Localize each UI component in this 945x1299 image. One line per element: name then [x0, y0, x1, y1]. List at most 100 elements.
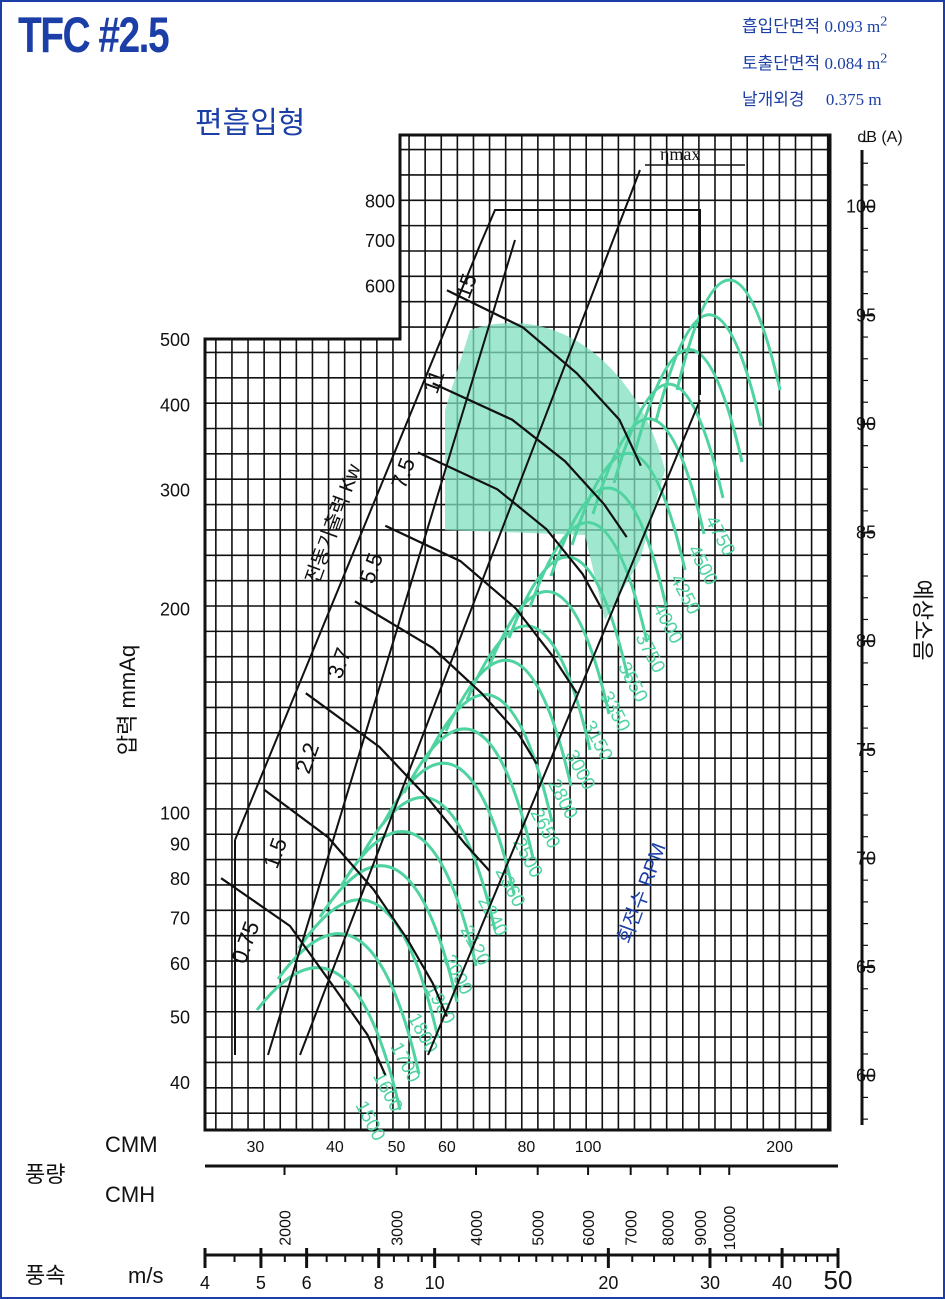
- kw-label: 11: [418, 367, 449, 397]
- db-tick-label: 100: [846, 197, 876, 217]
- rpm-curve: [318, 864, 459, 1003]
- rpm-curve: [339, 830, 478, 967]
- eff-guide-lower: [427, 399, 701, 1056]
- y-tick-label: 600: [365, 276, 395, 296]
- kw-label: 3.7: [322, 644, 356, 681]
- plot-outline: [203, 133, 832, 1132]
- efficiency-label: ηmax: [660, 144, 700, 164]
- y-tick-label: 60: [170, 954, 190, 974]
- x-tick-label: 200: [766, 1139, 793, 1156]
- y-tick-label: 500: [160, 330, 190, 350]
- chart-title: TFC #2.5: [18, 7, 170, 63]
- spec-outlet-area: 토출단면적 0.084 m2: [742, 49, 887, 74]
- rpm-curve: [612, 382, 725, 499]
- rpm-curve: [528, 521, 649, 643]
- x-tick-label: 50: [388, 1139, 406, 1156]
- velocity-tick-label: 30: [700, 1273, 720, 1293]
- cmh-tick-label: 7000: [624, 1210, 641, 1246]
- velocity-unit: m/s: [128, 1263, 163, 1288]
- x-tick-label: 30: [246, 1139, 264, 1156]
- y-tick-label: 100: [160, 804, 190, 824]
- rpm-curve: [423, 693, 554, 823]
- power-curve: [305, 692, 491, 872]
- rpm-axis-title: 회전수 RPM: [613, 840, 671, 947]
- kw-label: 15: [450, 270, 482, 302]
- power-curve: [446, 289, 642, 467]
- rpm-curve: [486, 589, 611, 715]
- db-axis-unit: dB (A): [857, 129, 902, 146]
- y-tick-label: 400: [160, 396, 190, 416]
- y-tick-label: 200: [160, 600, 190, 620]
- velocity-tick-label: 5: [256, 1273, 266, 1293]
- db-axis-title: 예상소음: [910, 580, 935, 661]
- power-curve: [432, 382, 628, 538]
- spec-inlet-label: 흡입단면적: [742, 17, 821, 36]
- y-axis-title: 압력 mmAq: [115, 645, 140, 755]
- y-tick-label: 80: [170, 869, 190, 889]
- spec-inlet-area: 흡입단면적 0.093 m2: [742, 12, 887, 37]
- rpm-curve: [255, 966, 402, 1111]
- cmm-label: CMM: [105, 1132, 158, 1157]
- rpm-curve: [297, 898, 440, 1039]
- spec-inlet-value: 0.093 m: [824, 17, 881, 36]
- rpm-curve: [402, 727, 535, 859]
- cmh-label: CMH: [105, 1182, 155, 1207]
- cmh-tick-label: 3000: [390, 1210, 407, 1246]
- spec-outlet-value: 0.084 m: [824, 54, 881, 73]
- power-curve: [263, 789, 448, 1017]
- velocity-tick-label: 50: [824, 1265, 853, 1295]
- rpm-curve: [465, 624, 592, 751]
- power-curve: [384, 524, 578, 694]
- spec-outlet-sup: 2: [880, 50, 888, 67]
- rpm-curve: [570, 451, 687, 571]
- cmh-tick-label: 10000: [722, 1206, 739, 1251]
- rpm-curve: [633, 348, 744, 463]
- spec-inlet-sup: 2: [880, 13, 888, 30]
- x-tick-label: 40: [326, 1139, 344, 1156]
- rpm-curve: [444, 658, 573, 787]
- power-curve: [354, 600, 538, 765]
- cmh-tick-label: 4000: [469, 1210, 486, 1246]
- x-tick-label: 60: [438, 1139, 456, 1156]
- spec-impeller-value: 0.375 m: [825, 90, 882, 109]
- velocity-tick-label: 10: [425, 1273, 445, 1293]
- velocity-tick-label: 4: [200, 1273, 210, 1293]
- rpm-curve: [549, 486, 668, 607]
- power-curve: [417, 451, 603, 610]
- y-tick-label: 700: [365, 231, 395, 251]
- rpm-curve: [675, 278, 782, 391]
- spec-impeller-diameter: 날개외경 0.375 m: [742, 85, 882, 110]
- rpm-curve: [507, 555, 630, 679]
- spec-impeller-label: 날개외경: [742, 90, 805, 109]
- y-tick-label: 70: [170, 909, 190, 929]
- rpm-curve: [591, 417, 706, 535]
- cmh-tick-label: 2000: [277, 1210, 294, 1246]
- velocity-tick-label: 8: [374, 1273, 384, 1293]
- power-curve: [220, 877, 387, 1076]
- spec-outlet-label: 토출단면적: [742, 54, 821, 73]
- x-tick-label: 100: [575, 1139, 602, 1156]
- efficiency-bracket: [479, 209, 701, 395]
- velocity-tick-label: 40: [772, 1273, 792, 1293]
- y-tick-label: 300: [160, 480, 190, 500]
- x-tick-label: 80: [518, 1139, 536, 1156]
- y-tick-label: 50: [170, 1008, 190, 1028]
- eff-guide-upper: [299, 169, 641, 1056]
- y-tick-label: 40: [170, 1073, 190, 1093]
- cmh-tick-label: 8000: [661, 1210, 678, 1246]
- y-tick-label: 90: [170, 835, 190, 855]
- rpm-curve: [654, 313, 763, 427]
- kw-guide-lower: [267, 239, 516, 1056]
- cmh-tick-label: 5000: [531, 1210, 548, 1246]
- rpm-curve: [276, 932, 421, 1075]
- kw-guide-upper: [234, 244, 481, 841]
- kw-label: 1.5: [258, 834, 292, 871]
- efficiency-region: [445, 322, 665, 620]
- cmh-tick-label: 6000: [581, 1210, 598, 1246]
- velocity-title: 풍속: [25, 1263, 65, 1288]
- y-tick-label: 800: [365, 192, 395, 212]
- velocity-tick-label: 6: [302, 1273, 312, 1293]
- kw-label: 2.2: [290, 739, 324, 776]
